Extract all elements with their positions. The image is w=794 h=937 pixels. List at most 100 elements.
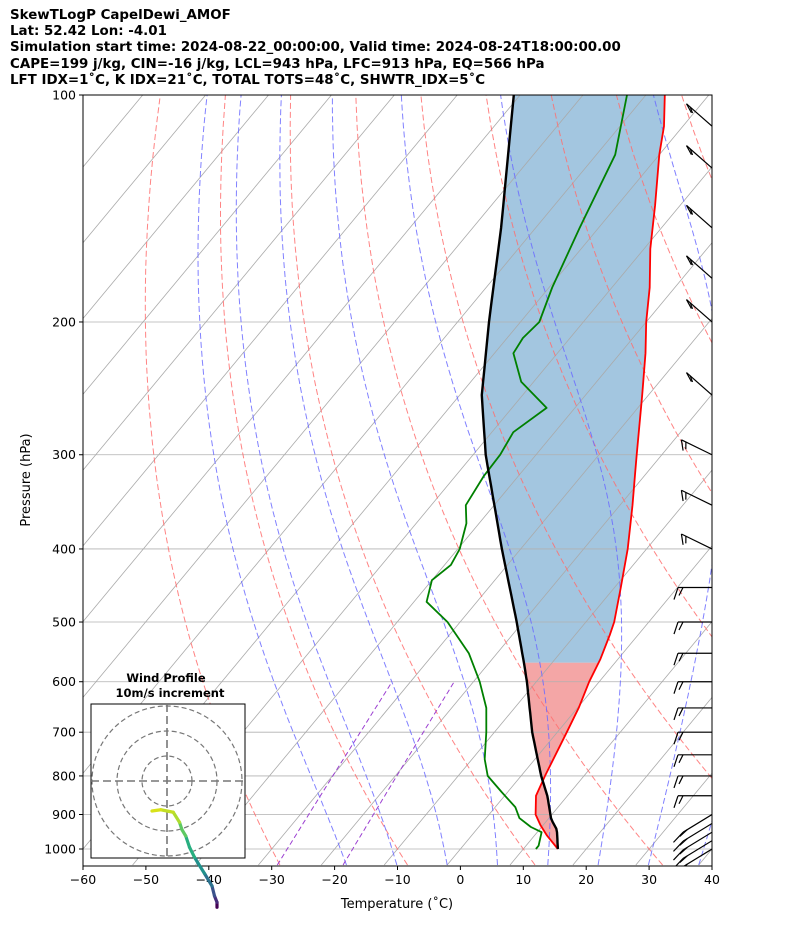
wind-barb	[680, 489, 712, 506]
barb-flag	[689, 208, 694, 215]
wind-barb	[680, 439, 712, 456]
barb-flag	[673, 653, 679, 666]
barb-flag	[685, 372, 692, 382]
wind-barb	[675, 840, 712, 866]
barb-flag	[673, 775, 679, 789]
wind-barb	[673, 621, 712, 635]
isotherm-line	[258, 317, 712, 866]
isotherm-line	[83, 95, 458, 547]
barb-flag	[689, 258, 694, 266]
moist-adiabat	[500, 95, 623, 866]
moist-adiabat	[647, 95, 712, 866]
dry-adiabat	[747, 95, 794, 865]
y-axis-ticks: 100 200 300 400 500 600 700 800 900 1000	[44, 88, 83, 857]
barb-flag	[678, 731, 684, 741]
isotherm-line	[83, 95, 332, 395]
barb-flag	[673, 831, 684, 843]
wind-barb	[673, 731, 712, 745]
x-axis-label: Temperature (˚C)	[340, 896, 453, 912]
moist-adiabat	[197, 95, 347, 866]
dewpoint-line	[425, 95, 628, 850]
wind-barb	[673, 813, 712, 843]
barb-flag	[685, 299, 692, 309]
isotherm-line	[572, 696, 712, 866]
x-tick-label: 20	[578, 872, 594, 887]
x-tick-label: 40	[704, 872, 720, 887]
barb-flag	[673, 732, 679, 745]
isotherm-line	[83, 95, 206, 244]
barb-staff	[682, 840, 712, 859]
isotherm-line	[195, 242, 712, 866]
wind-barb	[673, 775, 712, 789]
barb-flag	[678, 587, 684, 596]
wind-profile-inset: Wind Profile 10m/s increment	[90, 671, 246, 909]
y-tick-label: 600	[52, 674, 76, 689]
dry-adiabat	[681, 95, 712, 181]
barb-flag	[678, 707, 684, 717]
barb-flag	[689, 106, 694, 114]
moist-adiabat	[279, 95, 448, 866]
barb-flag	[673, 621, 679, 635]
wind-barb	[673, 754, 712, 767]
moist-adiabats	[197, 95, 712, 866]
time-line: Simulation start time: 2024-08-22_00:00:…	[10, 40, 621, 56]
mixing-ratio-line	[276, 681, 393, 866]
wind-barb	[685, 255, 712, 279]
hodograph-segment	[159, 808, 175, 814]
isotherm-line	[0, 95, 80, 865]
isotherm-line	[446, 545, 712, 866]
inset-title: Wind Profile	[126, 671, 206, 685]
isotherm-line	[83, 95, 584, 699]
barb-flag	[680, 490, 684, 502]
hodograph-segment	[196, 861, 207, 876]
hodograph-segment	[202, 871, 214, 888]
temperature-line	[534, 95, 666, 850]
y-tick-label: 700	[52, 725, 76, 740]
moist-adiabat	[331, 95, 498, 866]
barb-flag	[678, 681, 684, 690]
y-tick-label: 400	[52, 541, 76, 556]
y-axis-label: Pressure (hPa)	[19, 433, 34, 526]
barb-flag	[678, 621, 684, 631]
y-tick-label: 300	[52, 447, 76, 462]
wind-barb	[673, 831, 712, 861]
barb-flag	[679, 829, 688, 837]
y-tick-label: 900	[52, 807, 76, 822]
mixing-ratio-lines	[276, 681, 455, 866]
y-tick-label: 1000	[44, 842, 76, 857]
wind-barbs	[673, 103, 712, 877]
barb-flag	[685, 205, 692, 215]
barb-flag	[673, 867, 683, 877]
cape-cin-fill	[481, 95, 665, 849]
x-tick-label: −60	[70, 872, 96, 887]
moist-adiabat	[235, 95, 398, 866]
chart-header: SkewTLogP CapelDewi_AMOF Lat: 52.42 Lon:…	[10, 8, 621, 89]
barb-flag	[685, 145, 692, 155]
wind-barb	[673, 681, 712, 694]
barb-flag	[673, 795, 679, 808]
barb-flag	[680, 439, 684, 451]
moist-adiabat	[698, 819, 712, 866]
wind-barb	[685, 372, 712, 396]
x-tick-label: −30	[259, 872, 285, 887]
hodograph-segment	[210, 884, 217, 898]
dry-adiabat	[485, 95, 712, 638]
isotherm-line	[83, 95, 521, 623]
barb-staff	[681, 439, 712, 456]
isotherm-line	[321, 393, 712, 866]
inset-subtitle: 10m/s increment	[116, 686, 225, 700]
barb-flag	[689, 148, 694, 156]
mixing-ratio-line	[342, 681, 455, 866]
barb-flag	[673, 681, 679, 694]
wind-barb	[673, 707, 712, 721]
dry-adiabat	[144, 95, 281, 866]
moist-adiabat	[400, 95, 552, 866]
barb-flag	[678, 775, 684, 785]
barb-flag	[685, 255, 692, 266]
barb-staff	[683, 848, 712, 866]
isotherm-line	[509, 621, 712, 866]
barb-staff	[681, 533, 712, 550]
index-line-1: CAPE=199 j/kg, CIN=-16 j/kg, LCL=943 hPa…	[10, 56, 545, 72]
barb-staff	[681, 489, 712, 506]
